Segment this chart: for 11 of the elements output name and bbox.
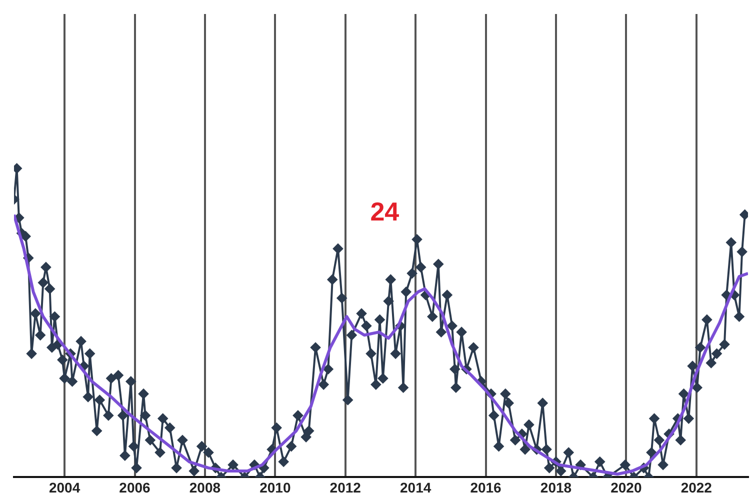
x-tick-label: 2014 xyxy=(400,479,432,496)
annotation: 24 xyxy=(370,196,400,226)
x-tick-label: 2018 xyxy=(540,479,572,496)
x-tick-label: 2004 xyxy=(48,479,80,496)
x-tick-label: 2008 xyxy=(189,479,221,496)
x-tick-label: 2022 xyxy=(680,479,712,496)
x-tick-label: 2016 xyxy=(470,479,502,496)
x-tick-label: 2012 xyxy=(330,479,362,496)
x-tick-label: 2010 xyxy=(260,479,291,496)
x-tick-label: 2006 xyxy=(119,479,151,496)
x-tick-label: 2020 xyxy=(610,479,642,496)
